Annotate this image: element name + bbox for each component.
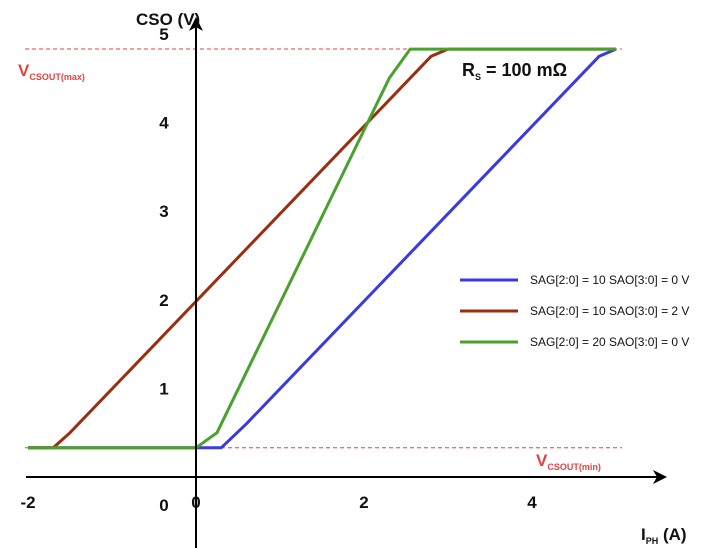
y-tick-label: 1	[159, 379, 168, 398]
vcsout-min-label: VCSOUT(min)	[536, 451, 601, 472]
x-tick-label: 2	[359, 493, 368, 512]
legend-label: SAG[2:0] = 10 SAO[3:0] = 0 V	[530, 273, 689, 287]
y-axis-title: CSO (V)	[136, 10, 200, 29]
legend: SAG[2:0] = 10 SAO[3:0] = 0 V SAG[2:0] = 1…	[460, 273, 689, 349]
legend-label: SAG[2:0] = 10 SAO[3:0] = 2 V	[530, 304, 689, 318]
x-tick-labels: -2 0 2 4	[20, 493, 537, 512]
x-axis-title: IPH (A)	[641, 525, 687, 546]
y-tick-label: 0	[159, 496, 168, 515]
x-tick-label: 4	[527, 493, 537, 512]
y-tick-label: 3	[159, 202, 168, 221]
y-tick-label: 4	[159, 114, 169, 133]
y-tick-label: 5	[159, 25, 168, 44]
sense-resistor-annotation: RS = 100 mΩ	[462, 60, 567, 82]
series-layer	[28, 47, 617, 450]
legend-label: SAG[2:0] = 20 SAO[3:0] = 0 V	[530, 335, 689, 349]
x-tick-label: 0	[191, 493, 200, 512]
series-line-3	[28, 47, 616, 450]
series-line-2	[28, 47, 616, 450]
y-tick-labels: 0 1 2 3 4 5	[159, 25, 169, 515]
y-tick-label: 2	[159, 291, 168, 310]
x-tick-label: -2	[20, 493, 35, 512]
series-line-1	[28, 47, 617, 450]
vcsout-max-label: VCSOUT(max)	[18, 61, 85, 82]
